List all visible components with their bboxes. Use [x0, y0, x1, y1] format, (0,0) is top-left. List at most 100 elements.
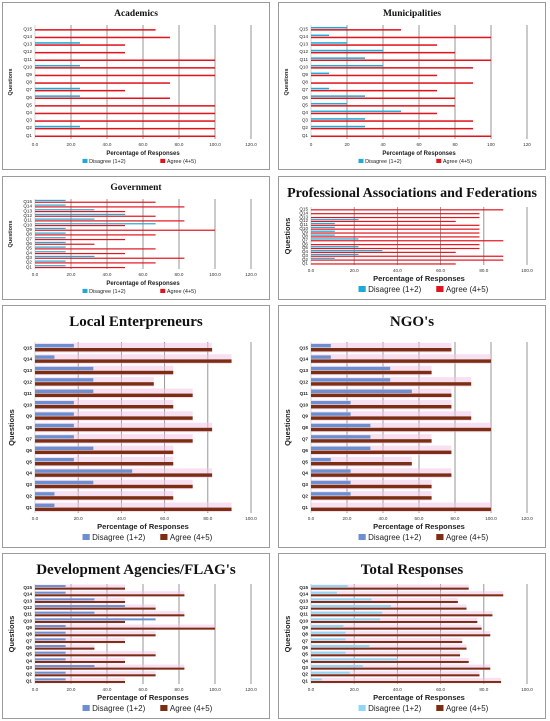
legend-swatch-disagree	[82, 534, 90, 540]
chart-title: Local Enterpreneurs	[69, 314, 203, 330]
row-highlight	[35, 434, 193, 444]
y-tick-label: Q5	[302, 245, 309, 250]
y-tick-label: Q7	[26, 236, 33, 241]
disagree-bar	[311, 678, 322, 681]
y-tick-label: Q6	[302, 645, 309, 650]
agree-bar	[35, 44, 125, 46]
agree-bar	[311, 259, 504, 261]
agree-bar	[35, 393, 193, 398]
agree-bar	[311, 82, 473, 84]
disagree-bar	[311, 257, 335, 259]
row-highlight	[311, 651, 461, 657]
disagree-bar	[311, 412, 351, 416]
y-tick-label: Q15	[23, 26, 32, 31]
y-tick-label: Q3	[26, 118, 33, 123]
agree-bar	[311, 240, 504, 242]
agree-bar	[35, 484, 193, 489]
y-tick-label: Q9	[26, 227, 33, 232]
y-tick-label: Q9	[302, 625, 309, 630]
x-tick-label: 60.0	[415, 516, 424, 521]
agree-bar	[35, 127, 215, 130]
x-tick-label: 20	[344, 142, 350, 147]
disagree-bar	[311, 469, 351, 473]
disagree-bar	[311, 102, 347, 105]
y-tick-label: Q12	[23, 213, 32, 218]
agree-bar	[311, 251, 456, 253]
y-tick-label: Q4	[26, 658, 33, 663]
disagree-bar	[35, 237, 66, 239]
y-tick-label: Q9	[302, 230, 309, 235]
agree-bar	[311, 127, 473, 130]
row-highlight	[311, 677, 502, 684]
agree-bar	[311, 232, 480, 234]
disagree-bar	[35, 223, 156, 225]
row-highlight	[35, 388, 193, 399]
chart-panel-local-entrepreneurs: Local Enterpreneurs 0.0 20.0 40.0 60.0 80.0 10…	[2, 305, 270, 548]
x-tick-label: 40.0	[393, 268, 402, 273]
y-tick-label: Q10	[299, 618, 308, 623]
legend-label-agree: Agree (4+5)	[443, 159, 472, 165]
row-highlight	[35, 584, 125, 591]
agree-bar	[311, 36, 491, 39]
agree-bar	[311, 105, 455, 107]
chart-svg: Local Enterpreneurs 0.0 20.0 40.0 60.0 80.0 10…	[7, 314, 257, 542]
agree-bar	[35, 634, 156, 637]
agree-bar	[35, 496, 174, 500]
x-tick-label: 100.0	[209, 142, 221, 147]
x-tick-label: 20.0	[350, 268, 359, 273]
row-highlight	[35, 617, 125, 624]
agree-bar	[35, 74, 215, 77]
disagree-bar	[35, 232, 66, 234]
x-tick-label: 40.0	[103, 142, 112, 147]
agree-bar	[35, 112, 215, 115]
disagree-bar	[311, 651, 346, 654]
row-highlight	[311, 388, 452, 399]
disagree-bar	[35, 423, 74, 428]
y-tick-label: Q11	[300, 57, 309, 62]
y-tick-label: Q8	[302, 234, 309, 239]
y-tick-label: Q1	[26, 505, 33, 510]
y-tick-label: Q6	[26, 645, 33, 650]
legend-swatch-disagree	[358, 286, 366, 292]
agree-bar	[35, 120, 215, 122]
disagree-bar	[311, 246, 359, 248]
x-tick-label: 60.0	[160, 516, 169, 521]
chart-title: Professional Associations and Federation…	[287, 186, 537, 201]
disagree-bar	[311, 366, 391, 371]
legend-swatch-agree	[160, 158, 166, 163]
y-tick-label: Q5	[302, 652, 309, 657]
x-tick-label: 80	[452, 142, 458, 147]
agree-bar	[311, 97, 455, 100]
agree-bar	[35, 89, 125, 92]
x-tick-label: 20.0	[74, 516, 83, 521]
chart-title: Municipalities	[383, 9, 441, 19]
disagree-bar	[311, 49, 383, 52]
y-axis-label: Questions	[8, 69, 14, 96]
agree-bar	[35, 248, 156, 250]
agree-bar	[311, 382, 472, 386]
x-axis-label: Percentage of Responses	[97, 522, 189, 531]
y-tick-label: Q14	[299, 34, 308, 39]
agree-bar	[35, 627, 215, 630]
x-axis-label: Percentage of Responses	[382, 151, 456, 157]
y-tick-label: Q5	[26, 459, 33, 464]
agree-bar	[311, 427, 491, 432]
chart-panel-municipalities: Municipalities 0 20 40 60 80 100 120 Q1 Q2 Q3 Q4 Q5 Q…	[278, 2, 546, 170]
agree-bar	[35, 620, 125, 623]
x-axis-label: Percentage of Responses	[373, 522, 465, 531]
agree-bar	[35, 640, 125, 643]
y-axis-label: Questions	[284, 69, 290, 96]
chart-title: Total Responses	[361, 562, 464, 578]
agree-bar	[35, 215, 156, 217]
disagree-bar	[311, 598, 372, 601]
legend-label-disagree: Disagree (1+2)	[92, 704, 145, 713]
disagree-bar	[35, 255, 95, 258]
y-tick-label: Q15	[23, 345, 32, 350]
row-highlight	[35, 365, 174, 376]
y-tick-label: Q13	[299, 368, 308, 373]
x-tick-label: 20.0	[67, 272, 76, 277]
y-tick-label: Q3	[302, 118, 309, 123]
row-highlight	[311, 591, 504, 597]
y-tick-label: Q6	[302, 448, 309, 453]
disagree-bar	[311, 400, 351, 405]
